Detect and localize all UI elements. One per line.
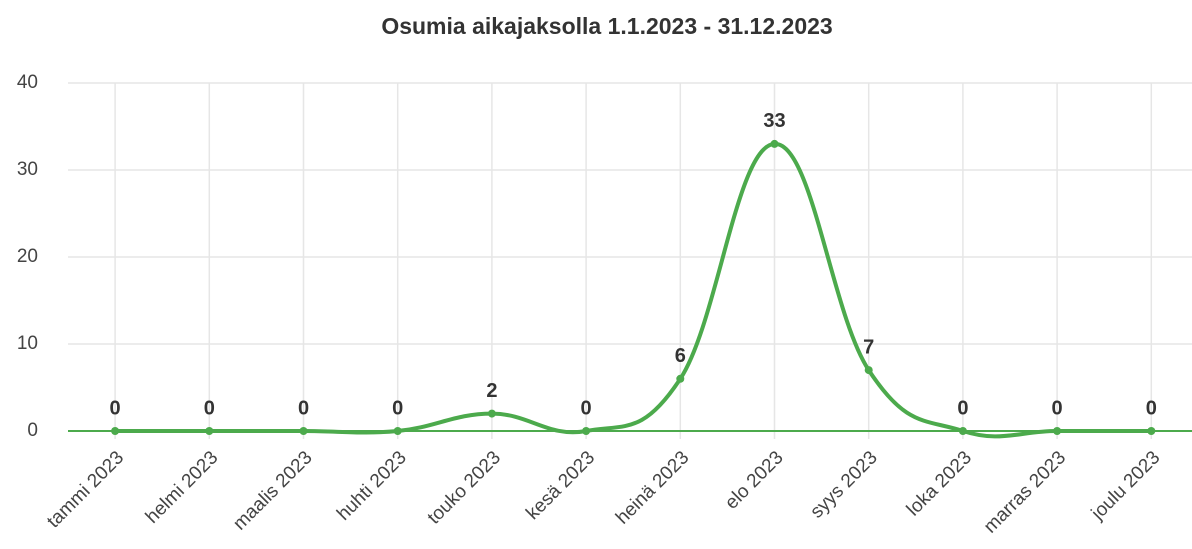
x-tick-label: kesä 2023 [522, 447, 599, 524]
value-label: 2 [486, 380, 497, 402]
x-tick-label: huhti 2023 [333, 447, 411, 525]
series-line [115, 141, 1152, 439]
x-tick-label: maalis 2023 [229, 447, 316, 534]
y-tick-label: 0 [27, 420, 38, 441]
value-label: 0 [1146, 397, 1157, 419]
value-label: 6 [675, 345, 686, 367]
x-tick-label: loka 2023 [903, 447, 976, 520]
x-tick-label: marras 2023 [980, 447, 1070, 537]
point [487, 409, 496, 418]
value-label: 7 [863, 336, 874, 358]
x-tick-label: syys 2023 [806, 447, 881, 522]
point [1147, 427, 1156, 435]
point [205, 427, 214, 435]
point [958, 427, 967, 435]
y-tick-label: 30 [17, 159, 38, 180]
point [393, 427, 402, 435]
value-label: 0 [581, 397, 592, 419]
point [111, 427, 120, 435]
point [582, 427, 591, 435]
value-label: 0 [298, 397, 309, 419]
y-tick-label: 40 [17, 72, 38, 93]
value-label: 0 [110, 397, 121, 419]
chart-title: Osumia aikajaksolla 1.1.2023 - 31.12.202… [381, 13, 832, 39]
point [770, 139, 779, 148]
y-tick-label: 20 [17, 246, 38, 267]
point [299, 427, 308, 435]
x-tick-label: elo 2023 [721, 447, 787, 513]
x-tick-label: heinä 2023 [612, 447, 693, 528]
value-label: 0 [204, 397, 215, 419]
value-label: 33 [763, 110, 785, 132]
point [1053, 427, 1062, 435]
x-tick-label: tammi 2023 [43, 447, 128, 532]
value-label: 0 [957, 397, 968, 419]
y-tick-label: 10 [17, 333, 38, 354]
x-tick-label: touko 2023 [424, 447, 505, 528]
point [676, 374, 685, 383]
value-label: 0 [1052, 397, 1063, 419]
value-label: 0 [392, 397, 403, 419]
point [864, 366, 873, 375]
x-tick-label: helmi 2023 [142, 447, 223, 528]
x-tick-label: joulu 2023 [1087, 447, 1165, 525]
